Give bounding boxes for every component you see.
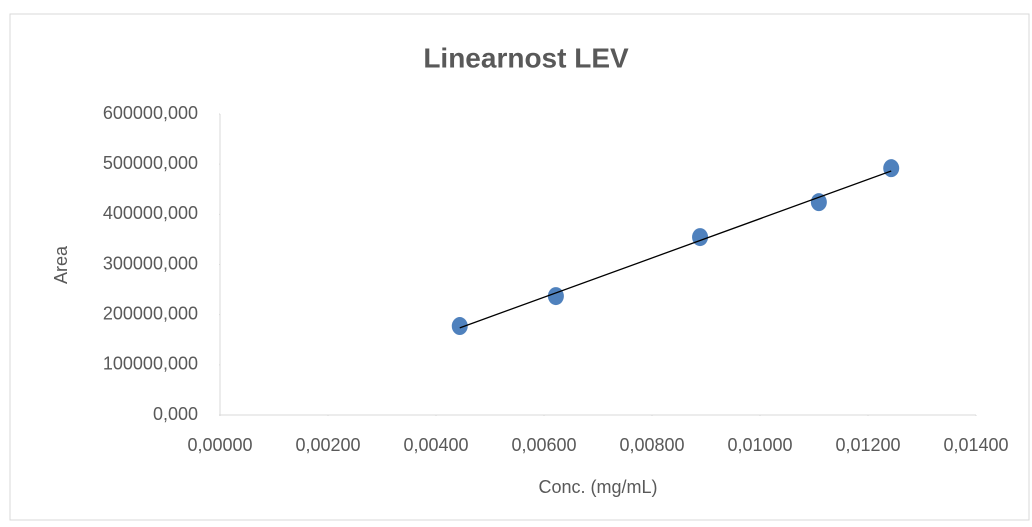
point bbox=[451, 317, 468, 336]
point bbox=[692, 228, 709, 247]
x-tick-label: 0,01000 bbox=[727, 435, 792, 455]
y-tick-label: 100000,000 bbox=[103, 354, 198, 374]
y-tick-label: 500000,000 bbox=[103, 153, 198, 173]
trendline bbox=[459, 170, 892, 329]
chart-title: Linearnost LEV bbox=[423, 42, 629, 73]
point bbox=[810, 193, 827, 212]
chart-frame bbox=[9, 13, 1030, 521]
x-tick-label: 0,00600 bbox=[511, 435, 576, 455]
x-tick-label: 0,00400 bbox=[403, 435, 468, 455]
x-axis-label: Conc. (mg/mL) bbox=[538, 477, 657, 497]
x-tick-label: 0,01400 bbox=[943, 435, 1008, 455]
point bbox=[547, 287, 564, 306]
point bbox=[883, 159, 900, 178]
y-tick-label: 200000,000 bbox=[103, 303, 198, 323]
x-tick-label: 0,01200 bbox=[835, 435, 900, 455]
y-tick-label: 400000,000 bbox=[103, 203, 198, 223]
x-tick-label: 0,00800 bbox=[619, 435, 684, 455]
x-tick-label: 0,00200 bbox=[295, 435, 360, 455]
x-tick-label: 0,00000 bbox=[187, 435, 252, 455]
y-tick-label: 0,000 bbox=[153, 404, 198, 424]
y-tick-label: 300000,000 bbox=[103, 253, 198, 273]
y-tick-label: 600000,000 bbox=[103, 103, 198, 123]
y-axis-label: Area bbox=[51, 245, 71, 284]
